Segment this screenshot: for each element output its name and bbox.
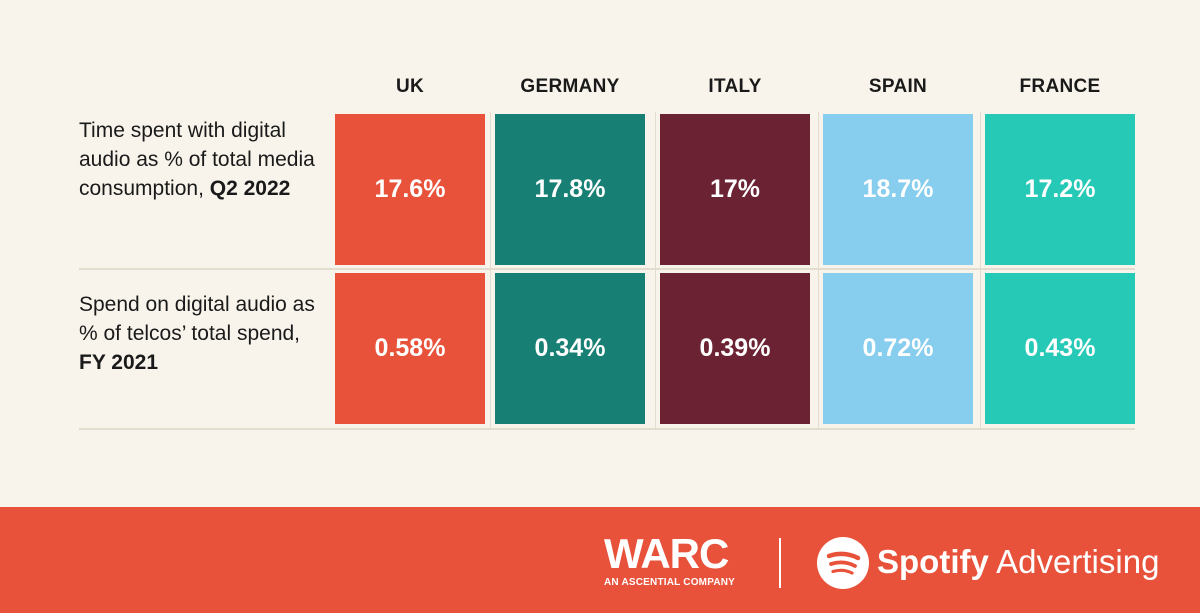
row-label-2: Spend on digital audio as % of telcos’ t… [79, 290, 329, 377]
advertising-word: Advertising [988, 543, 1160, 580]
row-divider [79, 428, 1135, 430]
footer-separator [779, 538, 781, 588]
spotify-word: Spotify [877, 543, 989, 580]
value-label: 17.6% [374, 175, 446, 203]
spotify-icon [817, 537, 869, 589]
value-cell: 0.34% [495, 273, 645, 424]
row-divider [79, 268, 1135, 270]
value-label: 0.34% [534, 334, 606, 362]
row-label-period: Q2 2022 [209, 177, 291, 200]
value-label: 0.43% [1024, 334, 1096, 362]
value-cell: 17% [660, 114, 810, 265]
value-cell: 17.8% [495, 114, 645, 265]
column-header-france: FRANCE [1019, 76, 1101, 97]
row-label-text: Spend on digital audio as % of telcos’ t… [79, 293, 315, 345]
footer-bar [0, 507, 1200, 613]
value-label: 17.2% [1024, 175, 1096, 203]
value-label: 0.58% [374, 334, 446, 362]
value-cell: 0.58% [335, 273, 485, 424]
row-label-text: Time spent with digital audio as % of to… [79, 119, 315, 200]
value-label: 0.72% [862, 334, 934, 362]
spotify-advertising-wordmark: Spotify Advertising [877, 542, 1159, 582]
warc-wordmark: WARC [604, 530, 729, 577]
value-cell: 0.43% [985, 273, 1135, 424]
row-label-period: FY 2021 [79, 351, 159, 374]
column-header-italy: ITALY [708, 76, 762, 97]
warc-tagline: AN ASCENTIAL COMPANY [604, 577, 736, 588]
value-label: 18.7% [862, 175, 934, 203]
value-label: 17.8% [534, 175, 606, 203]
column-divider [490, 112, 491, 430]
row-label-1: Time spent with digital audio as % of to… [79, 116, 329, 203]
warc-logo: WARC AN ASCENTIAL COMPANY [604, 530, 746, 589]
column-header-spain: SPAIN [868, 76, 928, 97]
value-cell: 17.2% [985, 114, 1135, 265]
column-header-germany: GERMANY [520, 76, 620, 97]
column-header-uk: UK [395, 76, 425, 97]
value-cell: 18.7% [823, 114, 973, 265]
value-cell: 17.6% [335, 114, 485, 265]
value-label: 0.39% [699, 334, 771, 362]
value-cell: 0.39% [660, 273, 810, 424]
column-divider [980, 112, 981, 430]
value-label: 17% [709, 175, 761, 203]
column-divider [818, 112, 819, 430]
value-cell: 0.72% [823, 273, 973, 424]
column-divider [655, 112, 656, 430]
